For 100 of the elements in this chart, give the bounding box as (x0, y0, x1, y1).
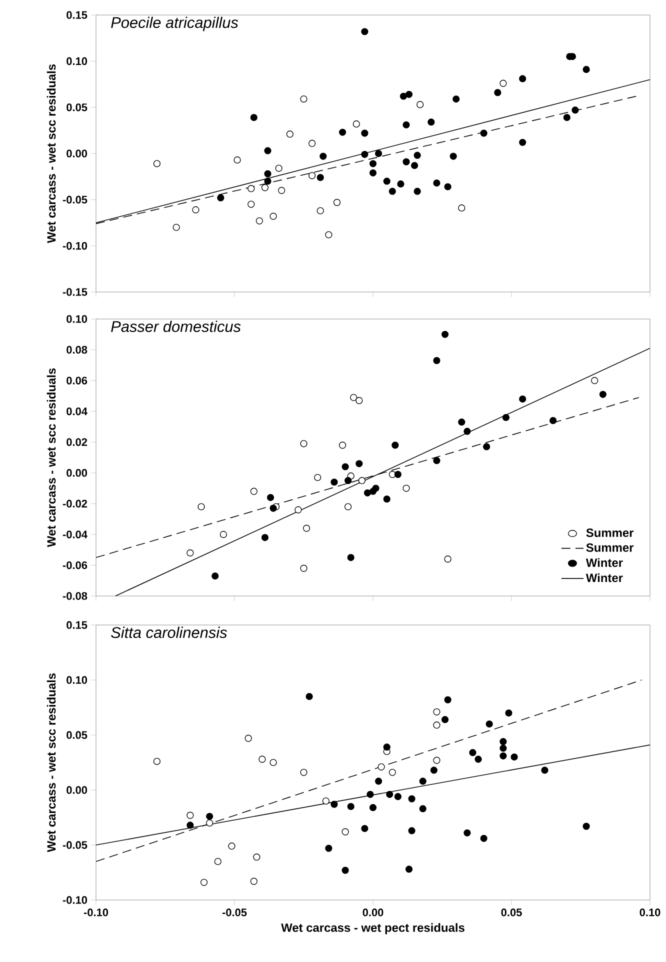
point (394, 470, 402, 478)
point (325, 844, 332, 852)
point (270, 758, 277, 766)
point (383, 178, 390, 185)
point (458, 418, 466, 426)
point (428, 118, 435, 126)
y-tick-label: 0.10 (66, 57, 88, 66)
point (599, 390, 606, 398)
point (361, 28, 368, 36)
point (342, 463, 349, 470)
point (505, 709, 512, 717)
point (494, 89, 502, 96)
point (582, 822, 590, 830)
x-tick-label: 0.10 (640, 908, 660, 916)
y-tick-label: 0.00 (66, 469, 88, 477)
point (330, 478, 338, 486)
point (361, 130, 368, 137)
point (186, 812, 194, 819)
point (356, 460, 363, 468)
y-tick-label: -0.04 (62, 530, 88, 538)
y-tick-label: -0.15 (62, 288, 88, 296)
point (388, 768, 396, 776)
point (275, 164, 282, 172)
point (212, 572, 219, 580)
point (402, 484, 410, 492)
point (261, 534, 269, 542)
point (419, 805, 426, 812)
point (408, 795, 416, 802)
point (519, 395, 526, 403)
point (206, 812, 214, 820)
y-tick-label: -0.06 (62, 561, 88, 570)
point (314, 474, 322, 482)
point (374, 150, 382, 158)
point (483, 443, 490, 450)
point (264, 147, 272, 154)
point (502, 414, 510, 422)
point (582, 66, 590, 74)
point (300, 440, 308, 448)
point (264, 170, 272, 178)
point (264, 178, 272, 185)
y-tick-label: 0.10 (66, 315, 88, 323)
point (302, 524, 310, 532)
point (541, 766, 548, 774)
point (572, 106, 579, 114)
point (248, 185, 255, 192)
point (153, 160, 160, 168)
x-axis-title: Wet carcass - wet pect residuals (281, 923, 464, 934)
point (217, 194, 224, 202)
y-tick-label: -0.05 (62, 841, 88, 849)
point (172, 224, 180, 231)
point (361, 150, 368, 158)
point (550, 417, 557, 424)
point (234, 156, 241, 164)
point (338, 128, 346, 136)
point (220, 530, 227, 538)
point (253, 854, 260, 861)
y-tick-label: -0.10 (62, 242, 88, 250)
point (300, 768, 308, 776)
point (300, 564, 308, 572)
point (430, 766, 438, 774)
point (278, 186, 286, 194)
point (433, 357, 440, 364)
point (392, 442, 399, 449)
point (347, 802, 354, 810)
point (464, 829, 471, 836)
point (402, 121, 410, 128)
point (369, 169, 377, 176)
point (500, 738, 507, 746)
legend-label: Winter (586, 573, 623, 582)
point (200, 878, 208, 886)
y-tick-label: 0.08 (66, 346, 88, 354)
point (386, 790, 394, 798)
point (198, 503, 205, 510)
y-tick-label: 0.06 (66, 376, 88, 384)
point (270, 504, 277, 512)
point (322, 797, 330, 805)
point (444, 696, 452, 704)
point (294, 506, 302, 514)
point (352, 120, 360, 128)
point (192, 206, 200, 214)
point (366, 790, 374, 798)
point (405, 866, 413, 873)
point (433, 756, 440, 764)
point (250, 114, 258, 122)
point (344, 477, 352, 484)
y-tick-label: 0.04 (66, 407, 88, 416)
point (441, 716, 449, 724)
chart-title: Sitta carolinensis (111, 626, 227, 638)
point (266, 494, 274, 502)
point (316, 174, 324, 182)
y-tick-label: 0.02 (66, 438, 88, 446)
point (450, 152, 457, 160)
point (433, 722, 440, 729)
legend-label: Summer (586, 528, 634, 538)
point (338, 442, 346, 449)
point (397, 180, 404, 188)
y-tick-label: 0.15 (66, 621, 88, 629)
x-tick-label: -0.05 (222, 908, 247, 916)
y-axis-title: Wet carcass - wet scc residuals (46, 64, 56, 244)
point (469, 749, 476, 756)
